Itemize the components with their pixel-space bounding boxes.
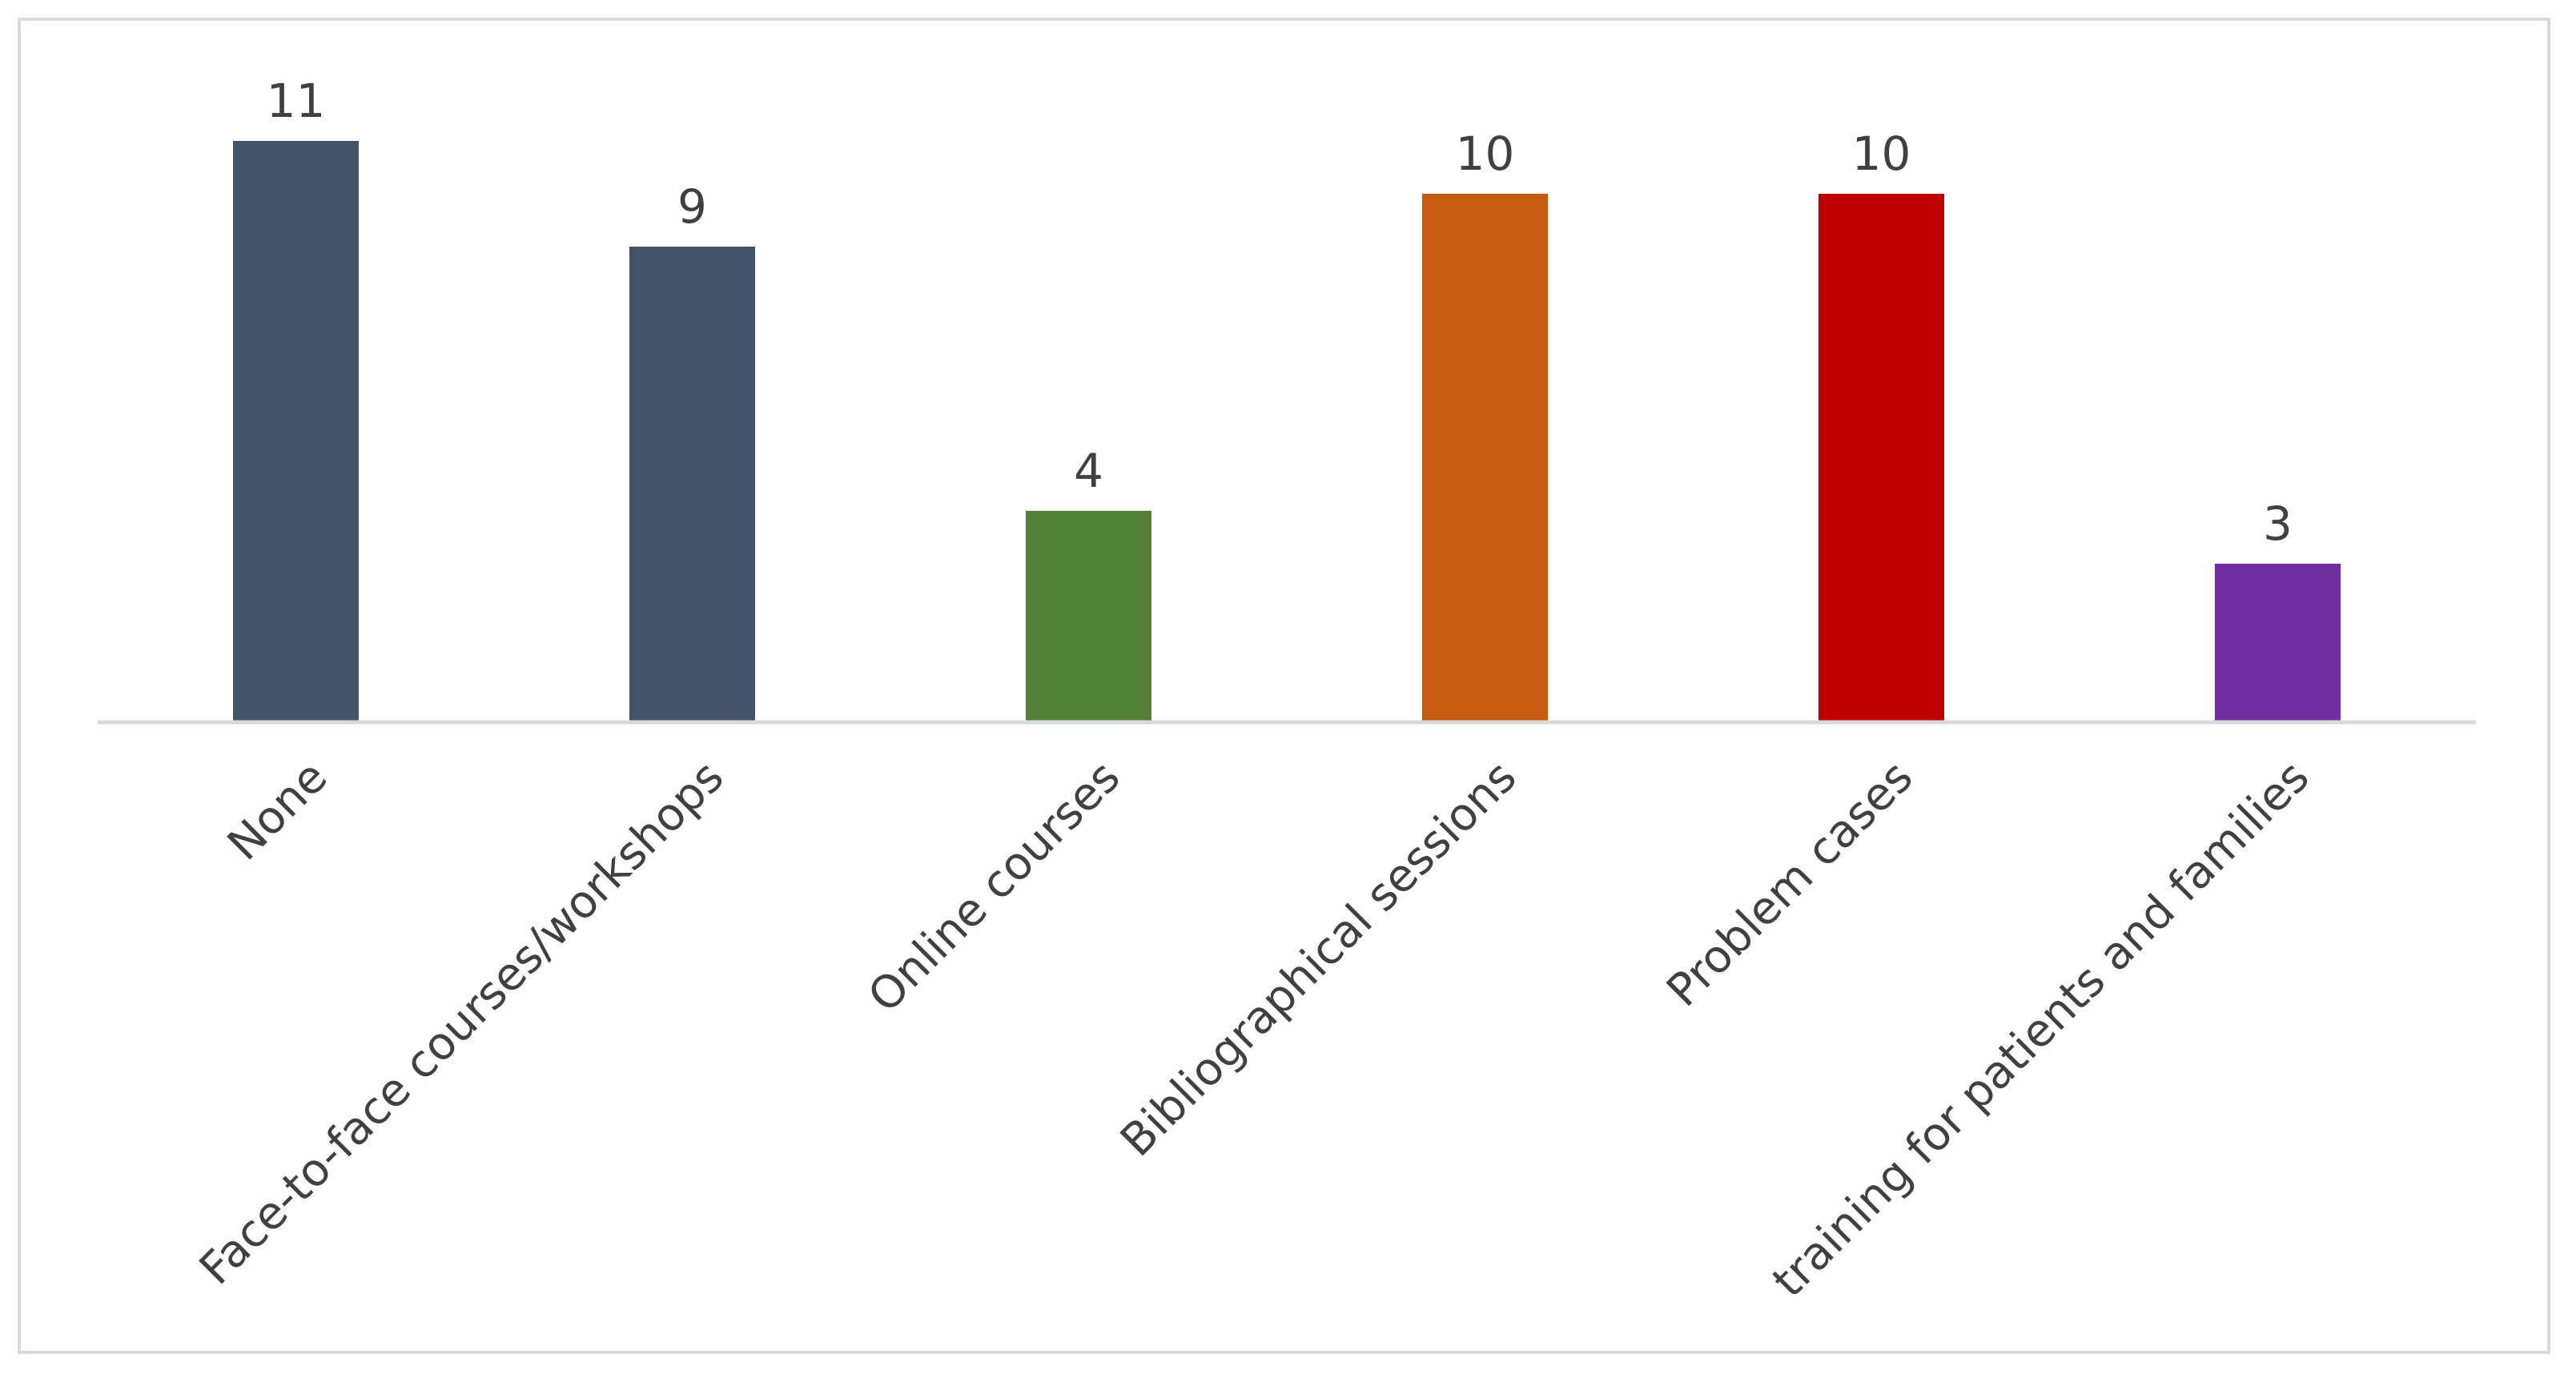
bar-6 xyxy=(2215,564,2341,722)
bar-4 xyxy=(1422,194,1548,722)
data-label-4: 10 xyxy=(1456,127,1515,181)
data-label-5: 10 xyxy=(1852,127,1911,181)
data-label-3: 4 xyxy=(1074,444,1103,498)
category-label-5: Problem cases xyxy=(1657,751,1923,1017)
data-label-6: 3 xyxy=(2263,496,2293,551)
chart-frame xyxy=(18,18,2550,1354)
bar-1 xyxy=(233,141,359,722)
bar-5 xyxy=(1818,194,1944,722)
bar-3 xyxy=(1026,511,1151,722)
category-label-3: Online courses xyxy=(858,751,1130,1022)
data-label-2: 9 xyxy=(677,179,707,234)
value-labels-layer: 11 9 4 10 10 3 xyxy=(267,74,2293,551)
category-label-4: Bibliographical sessions xyxy=(1111,751,1526,1167)
bar-2 xyxy=(629,247,755,722)
bars-layer xyxy=(233,141,2341,722)
category-label-1: None xyxy=(218,751,337,870)
data-label-1: 11 xyxy=(267,74,326,128)
